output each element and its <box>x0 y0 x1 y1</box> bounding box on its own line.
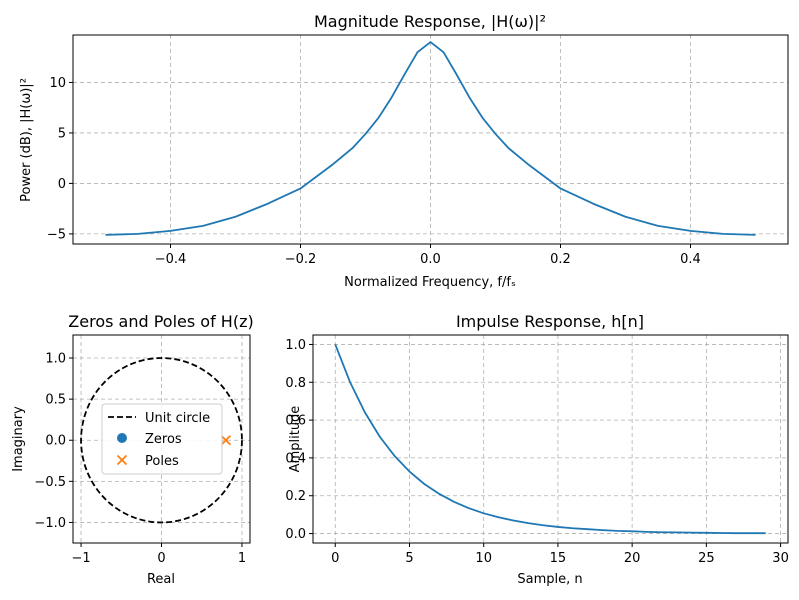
magnitude-plot-area <box>105 41 756 236</box>
y-tick-label: −0.5 <box>34 475 66 490</box>
legend-zeros-marker <box>117 433 127 443</box>
x-tick-label: 0.0 <box>420 252 441 267</box>
y-tick-label: 0.5 <box>45 393 66 408</box>
x-tick-label: 1 <box>238 551 246 566</box>
x-tick-label: 0 <box>331 551 339 566</box>
x-tick-label: 10 <box>475 551 492 566</box>
y-tick-label: 5 <box>58 126 66 141</box>
impulse-plot-area <box>334 344 766 535</box>
y-tick-label: 0.4 <box>285 451 306 466</box>
pole-zero-title: Zeros and Poles of H(z) <box>68 312 253 331</box>
legend-zeros-label: Zeros <box>145 432 182 447</box>
pole-zero-ticks: −1 0 1 −1.0 −0.5 0.0 0.5 1.0 <box>34 352 246 566</box>
y-tick-label: 0 <box>58 177 66 192</box>
impulse-axes-frame <box>312 334 789 544</box>
pole-marker <box>220 435 232 446</box>
impulse-x-label: Sample, n <box>517 572 582 587</box>
magnitude-grid <box>73 35 788 244</box>
magnitude-y-label: Power (dB), |H(ω)|² <box>19 78 34 202</box>
magnitude-response-panel: −0.4 −0.2 0.0 0.2 0.4 −5 0 5 10 Magnitude Respon… <box>19 12 789 290</box>
y-tick-label: 0.8 <box>285 376 306 391</box>
x-tick-label: 5 <box>405 551 413 566</box>
y-tick-label: −5 <box>47 227 66 242</box>
x-tick-label: 30 <box>772 551 789 566</box>
magnitude-x-label: Normalized Frequency, f/fₛ <box>344 275 516 290</box>
magnitude-title: Magnitude Response, |H(ω)|² <box>314 12 546 31</box>
y-tick-label: 1.0 <box>285 338 306 353</box>
y-tick-label: 0.0 <box>45 434 66 449</box>
pole-zero-plot-area <box>80 357 243 524</box>
y-tick-label: 0.6 <box>285 414 306 429</box>
pole-zero-panel: −1 0 1 −1.0 −0.5 0.0 0.5 1.0 Zeros and Poles of… <box>11 312 254 587</box>
x-tick-label: 0 <box>157 551 165 566</box>
x-tick-label: −0.2 <box>285 252 317 267</box>
magnitude-series-line <box>105 41 756 236</box>
impulse-series-line <box>334 344 766 535</box>
x-tick-label: −0.4 <box>155 252 187 267</box>
legend-poles-label: Poles <box>145 454 179 469</box>
legend-poles-marker <box>116 454 128 466</box>
x-tick-label: 25 <box>698 551 715 566</box>
y-tick-label: 1.0 <box>45 352 66 367</box>
impulse-grid <box>313 335 788 543</box>
pole-zero-legend: Unit circle Zeros Poles <box>101 403 223 475</box>
y-tick-label: 10 <box>49 76 66 91</box>
legend-box <box>101 403 223 475</box>
pole-zero-x-label: Real <box>147 572 175 587</box>
x-tick-label: 20 <box>624 551 641 566</box>
y-tick-label: 0.0 <box>285 527 306 542</box>
x-tick-label: 15 <box>550 551 567 566</box>
x-tick-label: −1 <box>71 551 90 566</box>
impulse-y-label: Amplitude <box>288 406 303 473</box>
x-tick-label: 0.2 <box>550 252 571 267</box>
legend-unit-circle-label: Unit circle <box>145 411 210 426</box>
x-tick-label: 0.4 <box>680 252 701 267</box>
impulse-ticks: 0 5 10 15 20 25 30 0.0 0.2 0.4 0.6 0.8 1.0 <box>285 338 789 566</box>
unit-circle <box>80 357 243 524</box>
impulse-response-panel: 0 5 10 15 20 25 30 0.0 0.2 0.4 0.6 0.8 1.0 Impulse R… <box>285 312 789 587</box>
magnitude-ticks: −0.4 −0.2 0.0 0.2 0.4 −5 0 5 10 <box>47 76 701 267</box>
impulse-title: Impulse Response, h[n] <box>456 312 644 331</box>
y-tick-label: 0.2 <box>285 489 306 504</box>
pole-zero-y-label: Imaginary <box>11 406 26 472</box>
y-tick-label: −1.0 <box>34 516 66 531</box>
